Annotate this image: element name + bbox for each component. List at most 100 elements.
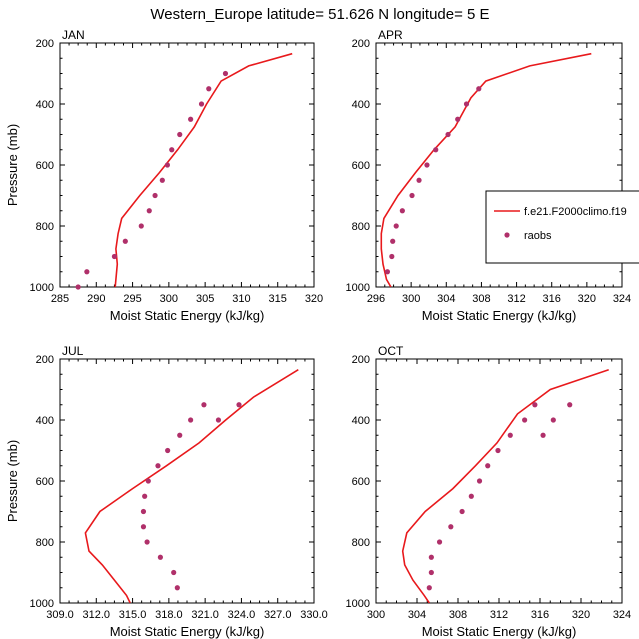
y-tick-label: 400 — [36, 415, 54, 427]
raobs-point — [399, 208, 405, 214]
raobs-point — [384, 269, 391, 275]
y-tick-label: 200 — [352, 38, 370, 50]
raobs-point — [165, 447, 171, 454]
y-tick-label: 600 — [36, 476, 54, 488]
raobs-point — [522, 417, 528, 423]
raobs-point — [424, 162, 430, 168]
raobs-point — [146, 208, 152, 214]
y-tick-label: 600 — [36, 160, 54, 172]
y-axis-label: Pressure (mb) — [5, 440, 20, 522]
x-tick-label: 295 — [123, 293, 141, 305]
raobs-point — [485, 463, 491, 469]
raobs-point — [157, 554, 163, 560]
panel-label: OCT — [378, 344, 404, 358]
raobs-point — [138, 223, 144, 229]
raobs-point — [389, 253, 395, 260]
model-series-line — [114, 52, 293, 287]
x-tick-label: 327.0 — [264, 609, 292, 621]
x-tick-label: 324 — [613, 609, 631, 621]
panel-jan: JAN 285 290 295 300 305 310 315 320 200 400 600 800 1… — [5, 28, 323, 323]
raobs-point — [428, 554, 434, 560]
raobs-point — [468, 493, 474, 499]
y-tick-label: 800 — [36, 221, 54, 233]
panel-label: APR — [378, 28, 403, 42]
model-series-line — [380, 52, 592, 287]
x-tick-label: 308 — [472, 293, 490, 305]
x-tick-label: 324 — [613, 293, 631, 305]
x-axis-label: Moist Static Energy (kJ/kg) — [422, 308, 577, 323]
x-tick-label: 304 — [437, 293, 455, 305]
raobs-point — [164, 162, 171, 168]
legend: f.e21.F2000climo.f19 raobs — [485, 190, 639, 264]
raobs-point — [236, 402, 242, 408]
x-tick-label: 309.0 — [46, 609, 74, 621]
x-tick-label: 285 — [51, 293, 69, 305]
x-tick-label: 330.0 — [300, 609, 328, 621]
raobs-point — [393, 223, 399, 229]
raobs-point — [455, 116, 461, 122]
x-tick-label: 312 — [507, 293, 525, 305]
x-tick-label: 304 — [408, 609, 426, 621]
raobs-point — [476, 478, 483, 484]
y-tick-label: 400 — [352, 99, 370, 111]
raobs-point — [144, 539, 150, 545]
figure-title: Western_Europe latitude= 51.626 N longit… — [150, 6, 489, 23]
raobs-point — [426, 585, 432, 591]
y-tick-label: 800 — [36, 537, 54, 549]
raobs-point — [463, 101, 470, 107]
legend-entry-label: raobs — [524, 230, 552, 242]
y-tick-label: 1000 — [30, 282, 54, 294]
raobs-point — [142, 493, 148, 499]
raobs-point — [174, 585, 180, 591]
raobs-point — [215, 417, 222, 423]
raobs-point — [84, 269, 90, 275]
x-tick-label: 300 — [367, 609, 385, 621]
x-tick-label: 300 — [160, 293, 178, 305]
raobs-point — [206, 86, 212, 92]
raobs-point — [436, 539, 443, 545]
x-tick-label: 320 — [578, 293, 596, 305]
x-tick-label: 316 — [543, 293, 561, 305]
x-axis-label: Moist Static Energy (kJ/kg) — [110, 308, 265, 323]
panel-label: JAN — [62, 28, 85, 42]
x-tick-label: 321.0 — [191, 609, 219, 621]
panel-oct: OCT 300 304 308 312 316 320 324 200 400 600 800 1000… — [346, 344, 632, 639]
panels: JAN 285 290 295 300 305 310 315 320 200 400 600 800 1… — [5, 28, 631, 639]
legend-marker-swatch — [504, 232, 510, 238]
raobs-point — [111, 253, 118, 260]
x-tick-label: 324.0 — [228, 609, 256, 621]
y-tick-label: 800 — [352, 221, 370, 233]
raobs-point — [122, 238, 128, 244]
x-tick-label: 310 — [232, 293, 250, 305]
y-tick-label: 200 — [36, 38, 54, 50]
y-tick-label: 1000 — [346, 598, 370, 610]
raobs-point — [445, 131, 451, 138]
raobs-point — [169, 147, 175, 153]
raobs-point — [140, 524, 147, 530]
raobs-point — [532, 402, 538, 408]
model-series-line — [84, 369, 299, 603]
x-tick-label: 315.0 — [119, 609, 147, 621]
x-tick-label: 308 — [449, 609, 467, 621]
raobs-point — [390, 238, 396, 244]
x-tick-label: 320 — [305, 293, 323, 305]
x-tick-label: 316 — [531, 609, 549, 621]
raobs-point — [222, 70, 229, 77]
raobs-point — [145, 478, 151, 484]
x-tick-label: 312 — [490, 609, 508, 621]
x-tick-label: 320 — [572, 609, 590, 621]
raobs-point — [409, 192, 415, 199]
raobs-point — [198, 101, 205, 107]
raobs-point — [433, 147, 439, 153]
raobs-point — [201, 402, 207, 408]
x-tick-label: 300 — [402, 293, 420, 305]
y-tick-label: 1000 — [346, 282, 370, 294]
raobs-point — [459, 508, 465, 515]
y-tick-label: 200 — [352, 354, 370, 366]
raobs-point — [159, 177, 165, 183]
x-tick-label: 312.0 — [83, 609, 111, 621]
raobs-point — [540, 432, 546, 438]
raobs-point — [416, 177, 422, 183]
plot-frame — [59, 358, 315, 604]
